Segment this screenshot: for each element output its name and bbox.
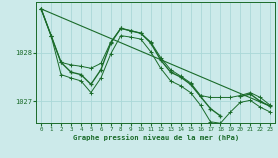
- X-axis label: Graphe pression niveau de la mer (hPa): Graphe pression niveau de la mer (hPa): [73, 134, 239, 141]
